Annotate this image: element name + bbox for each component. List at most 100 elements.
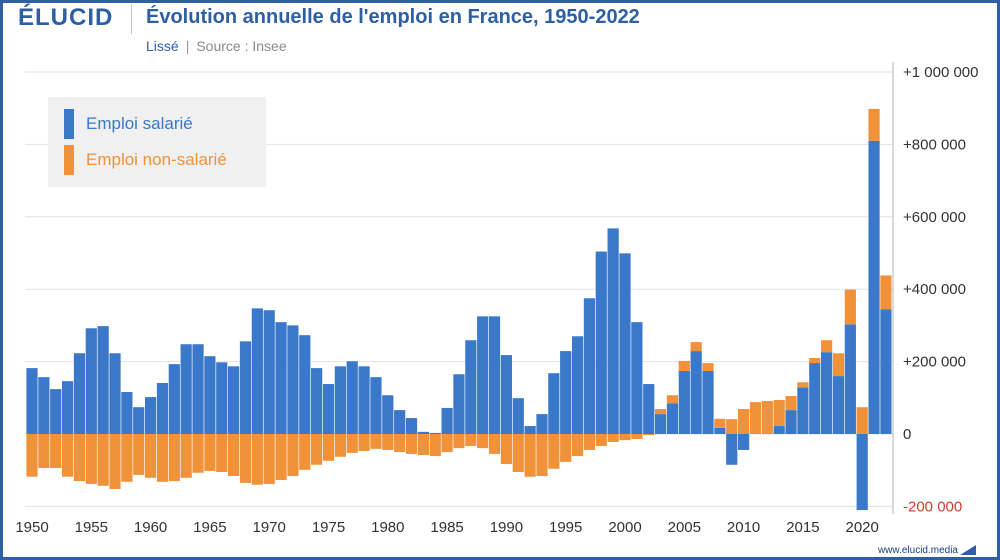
x-tick-label: 2005 bbox=[668, 519, 701, 536]
bar-emploi-salarie-1971 bbox=[275, 322, 287, 434]
bar-emploi-non-salarie-1957 bbox=[109, 434, 121, 490]
bar-emploi-salarie-1963 bbox=[180, 344, 192, 434]
bar-emploi-salarie-1970 bbox=[263, 310, 275, 434]
bar-emploi-salarie-1997 bbox=[583, 298, 596, 434]
bar-emploi-salarie-1990 bbox=[500, 355, 512, 434]
bar-emploi-non-salarie-1968 bbox=[239, 434, 252, 483]
footer-url[interactable]: www.elucid.media bbox=[877, 545, 958, 556]
bar-emploi-non-salarie-1959 bbox=[133, 434, 145, 475]
bar-emploi-salarie-1994 bbox=[548, 373, 560, 434]
elucid-logo: ÉLUCID bbox=[18, 4, 114, 31]
legend-label-salarie: Emploi salarié bbox=[86, 114, 193, 133]
elucid-mark-icon bbox=[960, 545, 976, 555]
bar-emploi-salarie-2004 bbox=[666, 403, 679, 434]
x-tick-label: 1975 bbox=[312, 519, 345, 536]
bar-emploi-non-salarie-1991 bbox=[512, 434, 524, 473]
bar-emploi-salarie-1976 bbox=[334, 366, 346, 434]
bar-emploi-salarie-1965 bbox=[204, 356, 216, 434]
bar-emploi-non-salarie-1965 bbox=[204, 434, 216, 471]
bar-emploi-non-salarie-1977 bbox=[346, 434, 358, 453]
x-tick-label: 1990 bbox=[490, 519, 523, 536]
bar-emploi-salarie-1987 bbox=[465, 340, 477, 434]
bar-emploi-non-salarie-1993 bbox=[536, 434, 548, 476]
bar-emploi-non-salarie-1978 bbox=[358, 434, 370, 452]
bar-emploi-non-salarie-2004 bbox=[666, 395, 679, 404]
bar-emploi-salarie-2010 bbox=[738, 434, 750, 450]
bar-emploi-non-salarie-2017 bbox=[821, 340, 833, 353]
x-tick-label: 1950 bbox=[15, 519, 48, 536]
bar-emploi-non-salarie-2003 bbox=[654, 409, 667, 415]
x-tick-label: 1980 bbox=[371, 519, 404, 536]
bar-emploi-salarie-1958 bbox=[121, 392, 133, 434]
bar-emploi-non-salarie-1999 bbox=[607, 434, 619, 442]
bar-emploi-non-salarie-1963 bbox=[180, 434, 192, 478]
bar-emploi-non-salarie-1955 bbox=[85, 434, 97, 484]
y-tick-label: 0 bbox=[903, 426, 911, 443]
bar-emploi-non-salarie-1997 bbox=[583, 434, 596, 450]
bar-emploi-non-salarie-1996 bbox=[571, 434, 584, 457]
chart-title: Évolution annuelle de l'emploi en France… bbox=[146, 6, 640, 28]
bar-emploi-non-salarie-1970 bbox=[263, 434, 275, 484]
bar-emploi-salarie-1977 bbox=[346, 361, 358, 434]
bar-emploi-salarie-2007 bbox=[702, 371, 714, 434]
bar-emploi-salarie-1954 bbox=[73, 353, 86, 434]
bar-emploi-salarie-1995 bbox=[560, 351, 572, 434]
bar-emploi-salarie-1952 bbox=[50, 389, 62, 434]
y-tick-label: +600 000 bbox=[903, 209, 966, 226]
bar-emploi-salarie-2006 bbox=[690, 351, 702, 434]
bar-emploi-non-salarie-1961 bbox=[156, 434, 169, 482]
bar-emploi-non-salarie-2016 bbox=[809, 357, 821, 364]
bar-emploi-non-salarie-1984 bbox=[429, 434, 441, 457]
bar-emploi-non-salarie-1956 bbox=[97, 434, 109, 486]
bar-emploi-non-salarie-2020 bbox=[856, 407, 868, 434]
bar-emploi-salarie-2022 bbox=[880, 309, 892, 434]
bar-emploi-salarie-2020 bbox=[856, 434, 868, 511]
bar-emploi-non-salarie-1990 bbox=[500, 434, 512, 465]
bar-emploi-non-salarie-2001 bbox=[631, 434, 643, 440]
bar-emploi-salarie-2001 bbox=[631, 322, 643, 434]
bar-emploi-salarie-1956 bbox=[97, 326, 109, 434]
bar-emploi-salarie-2005 bbox=[678, 371, 690, 434]
bar-emploi-salarie-2019 bbox=[844, 324, 856, 434]
bar-emploi-salarie-1999 bbox=[607, 228, 619, 434]
bar-emploi-salarie-1959 bbox=[133, 407, 145, 434]
bar-emploi-non-salarie-1954 bbox=[73, 434, 86, 482]
bar-emploi-non-salarie-1960 bbox=[145, 434, 157, 478]
x-tick-label: 2010 bbox=[727, 519, 760, 536]
bar-emploi-non-salarie-1989 bbox=[488, 434, 501, 454]
bar-emploi-salarie-2021 bbox=[868, 140, 880, 434]
bar-emploi-salarie-1964 bbox=[192, 344, 204, 434]
bar-emploi-salarie-2000 bbox=[619, 253, 631, 434]
bar-emploi-non-salarie-2013 bbox=[773, 399, 785, 427]
bar-emploi-salarie-1998 bbox=[595, 251, 607, 434]
bar-emploi-non-salarie-1969 bbox=[251, 434, 263, 485]
bar-emploi-salarie-1982 bbox=[405, 418, 418, 434]
bar-emploi-non-salarie-1951 bbox=[38, 434, 50, 469]
bar-emploi-non-salarie-1973 bbox=[299, 434, 311, 470]
bar-emploi-non-salarie-1952 bbox=[50, 434, 62, 469]
bar-emploi-salarie-1957 bbox=[109, 353, 121, 434]
bar-emploi-salarie-1989 bbox=[488, 316, 501, 434]
y-tick-label: +800 000 bbox=[903, 136, 966, 153]
bar-emploi-salarie-1967 bbox=[228, 366, 240, 434]
bar-emploi-salarie-1961 bbox=[156, 382, 169, 434]
bar-emploi-non-salarie-1972 bbox=[287, 434, 299, 476]
bar-emploi-non-salarie-1975 bbox=[322, 434, 335, 461]
header-divider bbox=[131, 4, 132, 34]
bar-emploi-salarie-1980 bbox=[382, 395, 394, 434]
legend: Emploi salarié Emploi non-salarié bbox=[48, 97, 266, 187]
bar-emploi-non-salarie-1967 bbox=[228, 434, 240, 476]
y-tick-label: -200 000 bbox=[903, 498, 962, 515]
bar-emploi-non-salarie-2019 bbox=[844, 289, 856, 325]
legend-swatch-non-salarie bbox=[64, 145, 74, 175]
bar-emploi-salarie-1972 bbox=[287, 325, 299, 434]
bar-emploi-salarie-1996 bbox=[571, 336, 584, 434]
bar-emploi-non-salarie-2022 bbox=[880, 275, 892, 310]
bar-emploi-non-salarie-1987 bbox=[465, 434, 477, 446]
bar-emploi-salarie-1955 bbox=[85, 328, 97, 434]
bar-emploi-non-salarie-2015 bbox=[797, 382, 809, 388]
x-tick-label: 2020 bbox=[846, 519, 879, 536]
x-tick-label: 1985 bbox=[430, 519, 463, 536]
bar-emploi-salarie-2002 bbox=[643, 384, 655, 434]
